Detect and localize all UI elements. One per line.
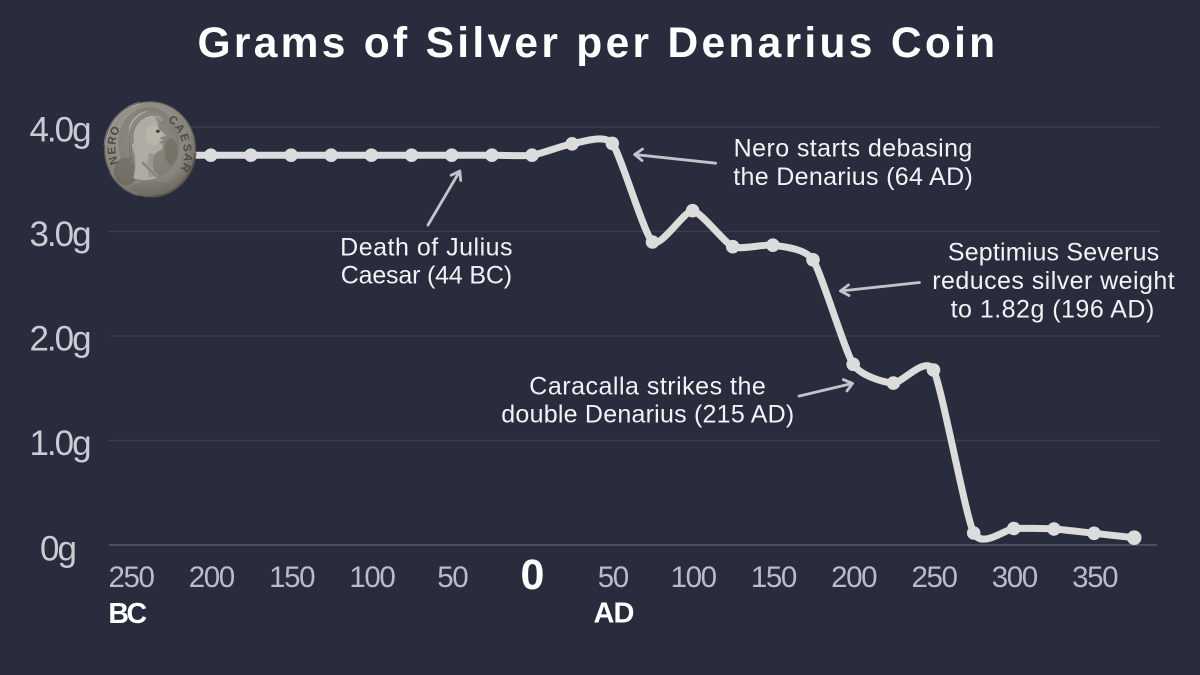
svg-text:Septimius Severus: Septimius Severus <box>948 239 1159 267</box>
svg-text:250: 250 <box>911 561 957 594</box>
svg-text:150: 150 <box>751 561 797 594</box>
svg-text:R: R <box>106 135 119 146</box>
svg-text:2.0g: 2.0g <box>29 320 90 359</box>
svg-text:0g: 0g <box>40 530 75 569</box>
svg-text:4.0g: 4.0g <box>29 111 90 150</box>
svg-text:Caracalla strikes the: Caracalla strikes the <box>529 372 766 400</box>
svg-text:E: E <box>177 132 191 143</box>
svg-text:S: S <box>180 144 192 153</box>
svg-text:100: 100 <box>671 561 717 594</box>
svg-text:BC: BC <box>108 598 146 630</box>
svg-text:AD: AD <box>594 598 634 630</box>
svg-text:250: 250 <box>108 561 154 594</box>
svg-text:reduces silver weight: reduces silver weight <box>932 267 1175 295</box>
svg-text:1.0g: 1.0g <box>29 424 90 463</box>
svg-text:N: N <box>107 155 121 166</box>
svg-text:3.0g: 3.0g <box>29 215 90 254</box>
svg-text:the Denarius (64 AD): the Denarius (64 AD) <box>733 163 973 191</box>
svg-text:Death of Julius: Death of Julius <box>340 233 513 261</box>
svg-text:200: 200 <box>831 561 877 594</box>
svg-text:0: 0 <box>521 551 545 599</box>
svg-text:A: A <box>181 152 195 163</box>
svg-text:300: 300 <box>992 561 1038 594</box>
svg-text:50: 50 <box>598 561 629 594</box>
svg-text:150: 150 <box>269 561 315 594</box>
svg-text:Grams of Silver per Denarius C: Grams of Silver per Denarius Coin <box>198 20 999 67</box>
svg-text:double Denarius (215 AD): double Denarius (215 AD) <box>501 401 794 429</box>
svg-text:50: 50 <box>437 561 468 594</box>
svg-text:200: 200 <box>189 561 235 594</box>
svg-text:Nero starts debasing: Nero starts debasing <box>734 135 973 163</box>
svg-text:100: 100 <box>349 561 395 594</box>
svg-text:E: E <box>106 146 119 155</box>
svg-text:Caesar (44 BC): Caesar (44 BC) <box>341 262 512 290</box>
svg-text:to 1.82g (196 AD): to 1.82g (196 AD) <box>951 295 1155 323</box>
svg-text:350: 350 <box>1072 561 1118 594</box>
